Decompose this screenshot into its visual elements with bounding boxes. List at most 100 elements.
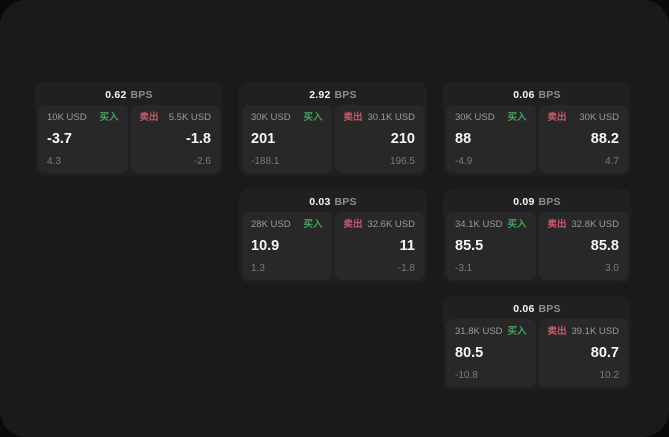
bps-header: 0.06 BPS (446, 299, 628, 319)
sell-amount: 32.8K USD (571, 219, 619, 230)
buy-panel[interactable]: 31.8K USD 买入 80.5 -10.8 (446, 319, 536, 387)
buy-price: 80.5 (455, 345, 484, 361)
buy-side-label: 买入 (303, 112, 323, 123)
buy-change: -4.9 (455, 156, 473, 167)
sell-change: -2.6 (193, 156, 211, 167)
sell-panel-header: 卖出 32.8K USD (548, 219, 620, 230)
bps-value: 0.06 (513, 89, 535, 101)
bps-header: 0.06 BPS (446, 85, 628, 105)
sell-panel[interactable]: 卖出 39.1K USD 80.7 10.2 (538, 319, 628, 387)
quote-card[interactable]: 2.92 BPS 30K USD 买入 201 -188.1 卖出 30.1K … (239, 82, 427, 176)
buy-panel-header: 10K USD 买入 (47, 112, 119, 123)
sell-amount: 39.1K USD (571, 326, 619, 337)
bps-unit-label: BPS (334, 196, 357, 208)
sell-price: 88.2 (590, 131, 619, 147)
buy-panel[interactable]: 28K USD 买入 10.9 1.3 (242, 212, 332, 280)
buy-sell-panels: 34.1K USD 买入 85.5 -3.1 卖出 32.8K USD 85.8… (446, 212, 628, 280)
buy-amount: 30K USD (455, 112, 495, 123)
sell-change: 3.0 (605, 263, 619, 274)
sell-amount: 30K USD (579, 112, 619, 123)
sell-panel[interactable]: 卖出 32.8K USD 85.8 3.0 (538, 212, 628, 280)
sell-panel[interactable]: 卖出 30K USD 88.2 4.7 (538, 105, 628, 173)
sell-side-label: 卖出 (547, 326, 567, 337)
sell-change: -1.8 (397, 263, 415, 274)
buy-price: 88 (455, 131, 472, 147)
bps-unit-label: BPS (334, 89, 357, 101)
buy-panel-header: 28K USD 买入 (251, 219, 323, 230)
sell-panel-header: 卖出 30.1K USD (344, 112, 416, 123)
sell-change: 10.2 (599, 370, 619, 381)
buy-amount: 10K USD (47, 112, 87, 123)
buy-side-label: 买入 (99, 112, 119, 123)
buy-side-label: 买入 (507, 326, 527, 337)
buy-panel-header: 30K USD 买入 (251, 112, 323, 123)
sell-amount: 5.5K USD (168, 112, 211, 123)
buy-side-label: 买入 (507, 219, 527, 230)
bps-header: 0.62 BPS (38, 85, 220, 105)
sell-price: 210 (390, 131, 415, 147)
buy-change: 1.3 (251, 263, 265, 274)
sell-amount: 30.1K USD (367, 112, 415, 123)
quote-card[interactable]: 0.03 BPS 28K USD 买入 10.9 1.3 卖出 32.6K US… (239, 189, 427, 283)
sell-price: 80.7 (590, 345, 619, 361)
bps-value: 0.06 (513, 303, 535, 315)
buy-panel[interactable]: 30K USD 买入 201 -188.1 (242, 105, 332, 173)
sell-change: 4.7 (605, 156, 619, 167)
bps-unit-label: BPS (538, 89, 561, 101)
sell-change: 196.5 (389, 156, 415, 167)
sell-price: 85.8 (590, 238, 619, 254)
sell-side-label: 卖出 (547, 112, 567, 123)
sell-price: -1.8 (186, 131, 211, 147)
buy-sell-panels: 30K USD 买入 201 -188.1 卖出 30.1K USD 210 1… (242, 105, 424, 173)
buy-side-label: 买入 (507, 112, 527, 123)
buy-amount: 31.8K USD (455, 326, 503, 337)
buy-panel-header: 34.1K USD 买入 (455, 219, 527, 230)
bps-header: 0.09 BPS (446, 192, 628, 212)
buy-amount: 28K USD (251, 219, 291, 230)
bps-header: 2.92 BPS (242, 85, 424, 105)
buy-change: -10.8 (455, 370, 478, 381)
sell-panel-header: 卖出 5.5K USD (140, 112, 212, 123)
sell-panel[interactable]: 卖出 5.5K USD -1.8 -2.6 (130, 105, 220, 173)
sell-panel-header: 卖出 39.1K USD (548, 326, 620, 337)
buy-change: -188.1 (251, 156, 280, 167)
buy-panel[interactable]: 10K USD 买入 -3.7 4.3 (38, 105, 128, 173)
bps-value: 0.03 (309, 196, 331, 208)
buy-sell-panels: 10K USD 买入 -3.7 4.3 卖出 5.5K USD -1.8 -2.… (38, 105, 220, 173)
sell-side-label: 卖出 (343, 219, 363, 230)
buy-price: -3.7 (47, 131, 72, 147)
bps-value: 0.62 (105, 89, 127, 101)
sell-amount: 32.6K USD (367, 219, 415, 230)
quote-card[interactable]: 0.06 BPS 31.8K USD 买入 80.5 -10.8 卖出 39.1… (443, 296, 631, 390)
sell-panel[interactable]: 卖出 30.1K USD 210 196.5 (334, 105, 424, 173)
sell-price: 11 (399, 238, 415, 254)
sell-side-label: 卖出 (343, 112, 363, 123)
quote-cards-grid: 0.62 BPS 10K USD 买入 -3.7 4.3 卖出 5.5K USD… (35, 82, 631, 390)
bps-value: 0.09 (513, 196, 535, 208)
buy-sell-panels: 30K USD 买入 88 -4.9 卖出 30K USD 88.2 4.7 (446, 105, 628, 173)
buy-amount: 34.1K USD (455, 219, 503, 230)
quote-card[interactable]: 0.06 BPS 30K USD 买入 88 -4.9 卖出 30K USD 8… (443, 82, 631, 176)
quote-card[interactable]: 0.62 BPS 10K USD 买入 -3.7 4.3 卖出 5.5K USD… (35, 82, 223, 176)
buy-change: 4.3 (47, 156, 61, 167)
bps-unit-label: BPS (538, 303, 561, 315)
quote-card[interactable]: 0.09 BPS 34.1K USD 买入 85.5 -3.1 卖出 32.8K… (443, 189, 631, 283)
sell-panel[interactable]: 卖出 32.6K USD 11 -1.8 (334, 212, 424, 280)
bps-unit-label: BPS (130, 89, 153, 101)
buy-panel-header: 31.8K USD 买入 (455, 326, 527, 337)
buy-panel[interactable]: 30K USD 买入 88 -4.9 (446, 105, 536, 173)
buy-price: 85.5 (455, 238, 484, 254)
bps-header: 0.03 BPS (242, 192, 424, 212)
buy-sell-panels: 28K USD 买入 10.9 1.3 卖出 32.6K USD 11 -1.8 (242, 212, 424, 280)
sell-panel-header: 卖出 30K USD (548, 112, 620, 123)
sell-panel-header: 卖出 32.6K USD (344, 219, 416, 230)
buy-panel-header: 30K USD 买入 (455, 112, 527, 123)
buy-side-label: 买入 (303, 219, 323, 230)
buy-sell-panels: 31.8K USD 买入 80.5 -10.8 卖出 39.1K USD 80.… (446, 319, 628, 387)
buy-price: 10.9 (251, 238, 280, 254)
buy-price: 201 (251, 131, 276, 147)
buy-amount: 30K USD (251, 112, 291, 123)
buy-panel[interactable]: 34.1K USD 买入 85.5 -3.1 (446, 212, 536, 280)
sell-side-label: 卖出 (139, 112, 159, 123)
